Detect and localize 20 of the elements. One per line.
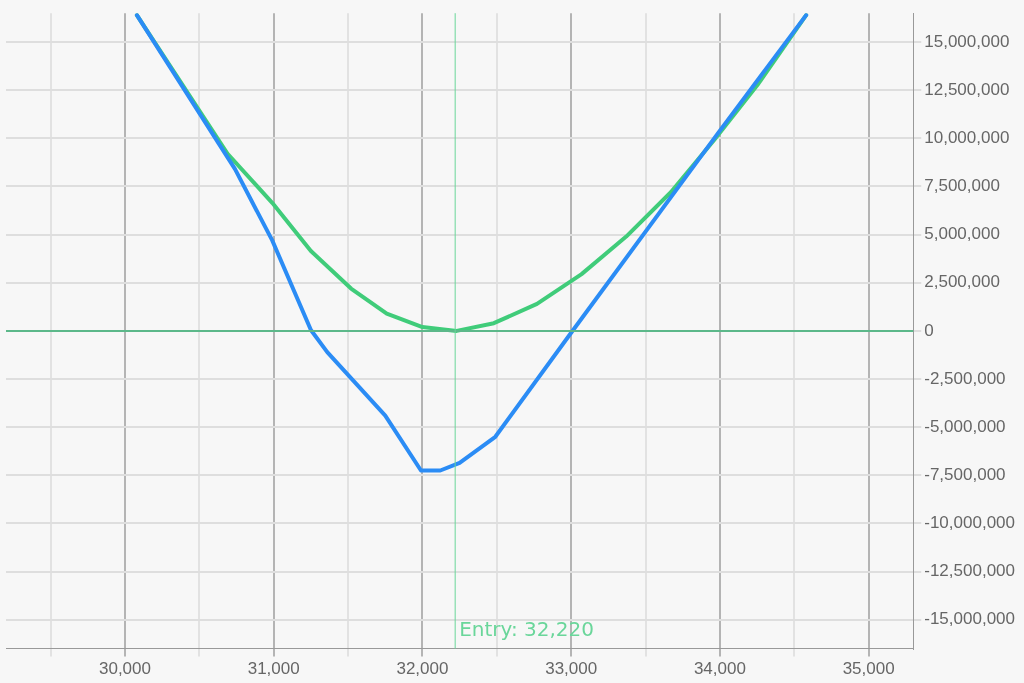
y-tick-label: -10,000,000 [924, 513, 1016, 533]
y-tick-label: 12,500,000 [924, 79, 1010, 99]
y-tick-label: 2,500,000 [924, 272, 1000, 292]
y-tick-label: 10,000,000 [924, 128, 1010, 148]
y-tick-label: -15,000,000 [924, 609, 1016, 629]
x-tick-label: 31,000 [247, 659, 300, 679]
y-tick-label: 5,000,000 [924, 224, 1000, 244]
x-tick-label: 34,000 [693, 659, 746, 679]
x-tick-label: 30,000 [98, 659, 151, 679]
x-tick-label: 33,000 [545, 659, 598, 679]
x-tick-label: 32,000 [396, 659, 449, 679]
x-tick-label: 35,000 [842, 659, 895, 679]
y-tick-label: -5,000,000 [924, 416, 1006, 436]
ref-line-label: Entry: 32,220 [459, 616, 595, 641]
y-tick-label: -7,500,000 [924, 465, 1006, 484]
y-tick-label: 0 [924, 320, 934, 340]
y-tick-label: -12,500,000 [924, 561, 1016, 581]
y-tick-label: -2,500,000 [924, 368, 1006, 388]
y-tick-label: 15,000,000 [924, 31, 1010, 51]
y-tick-label: 7,500,000 [924, 176, 1000, 196]
